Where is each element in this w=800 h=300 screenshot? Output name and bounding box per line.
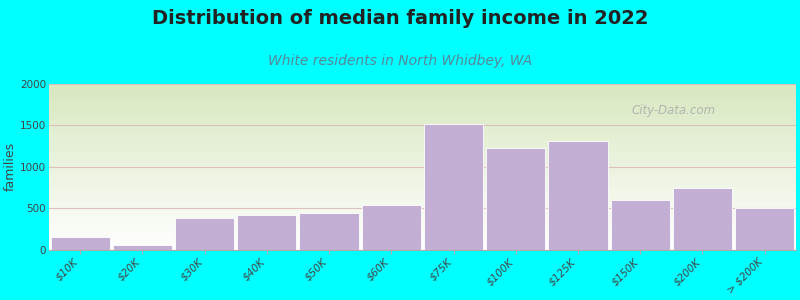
Bar bbox=[299, 212, 358, 250]
Bar bbox=[113, 245, 172, 250]
Bar bbox=[735, 208, 794, 250]
Bar bbox=[610, 200, 670, 250]
Bar bbox=[486, 148, 546, 250]
Bar bbox=[238, 215, 296, 250]
Bar bbox=[50, 237, 110, 250]
Text: Distribution of median family income in 2022: Distribution of median family income in … bbox=[152, 9, 648, 28]
Bar bbox=[175, 218, 234, 250]
Y-axis label: families: families bbox=[4, 142, 17, 191]
Text: White residents in North Whidbey, WA: White residents in North Whidbey, WA bbox=[268, 54, 532, 68]
Bar bbox=[673, 188, 732, 250]
Bar bbox=[362, 205, 421, 250]
Bar bbox=[424, 124, 483, 250]
Text: City-Data.com: City-Data.com bbox=[631, 104, 716, 117]
Bar bbox=[549, 141, 607, 250]
